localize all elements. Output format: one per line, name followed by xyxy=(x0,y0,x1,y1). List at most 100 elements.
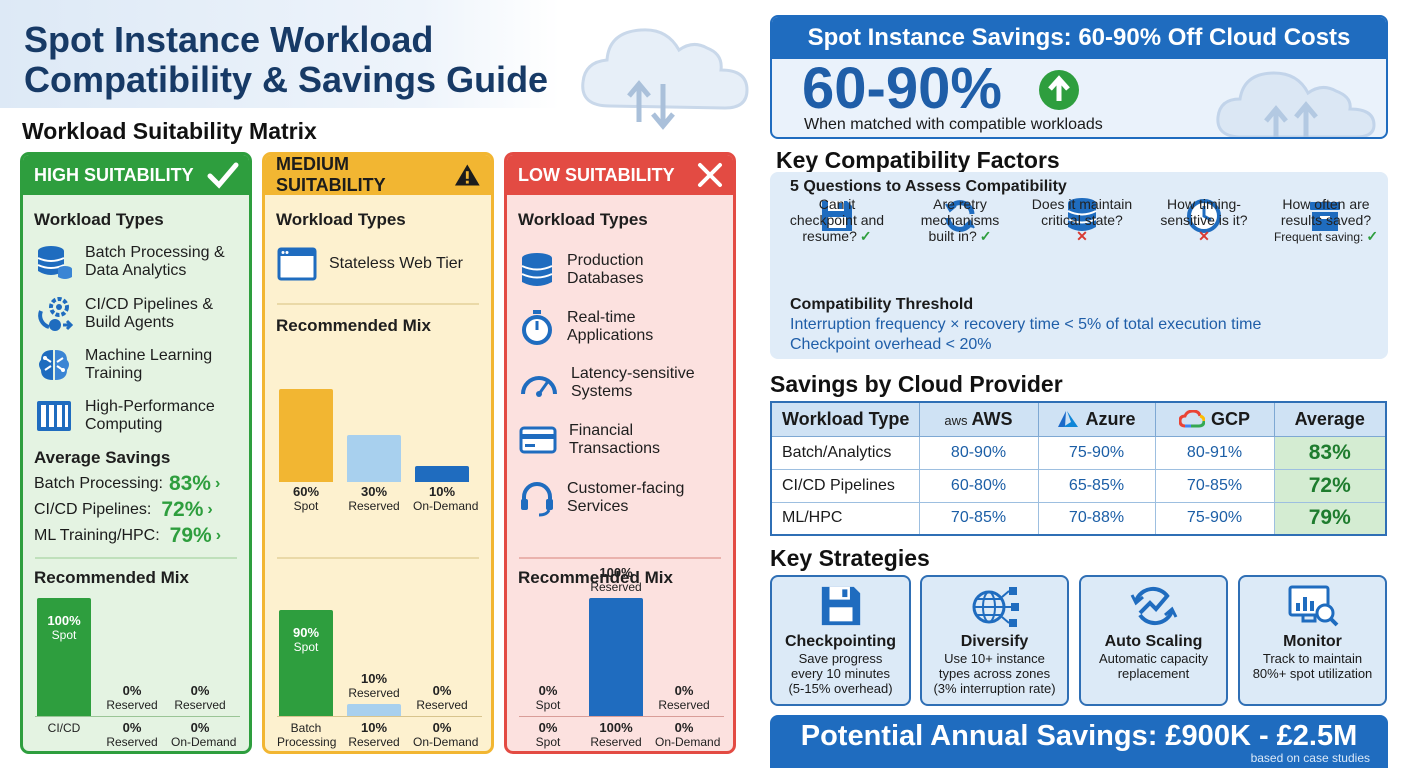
medium-mix-chart-1-labels: 60% Spot 30% Reserved 10% On-Demand xyxy=(277,485,482,515)
cloud-sync-icon xyxy=(581,28,749,130)
gear-pipeline-icon xyxy=(38,297,73,331)
mix-bar-label: 100% Spot xyxy=(47,613,81,643)
high-suitability-column: HIGH SUITABILITY Workload Types Batch Pr… xyxy=(20,152,252,754)
threshold-line1: Interruption frequency × recovery time <… xyxy=(790,316,1262,333)
high-item-line2: Training xyxy=(85,365,143,382)
table-row: Batch/Analytics 80-90% 75-90% 80-91% 83% xyxy=(770,435,1387,470)
matrix-heading: Workload Suitability Matrix xyxy=(22,118,317,144)
mix-bar-label: 90% Spot xyxy=(292,625,320,655)
col-aws: aws AWS xyxy=(918,401,1039,437)
strategy-card-monitor: Monitor Track to maintain 80%+ spot util… xyxy=(1238,575,1387,706)
low-workload-types-label: Workload Types xyxy=(518,210,648,229)
mix-axis-label: Batch Processing xyxy=(277,721,337,749)
question-item: Are retry mechanisms built in? ✓ xyxy=(920,196,1000,244)
table-row: CI/CD Pipelines 60-80% 65-85% 70-85% 72% xyxy=(770,468,1387,503)
low-mix-chart: 0% Spot 100% Reserved 0% Reserved xyxy=(519,566,724,717)
warning-icon xyxy=(455,164,481,186)
medium-workload-item: Stateless Web Tier xyxy=(277,247,463,281)
refresh-icon xyxy=(945,200,975,232)
mix-bar-label: 60% Spot xyxy=(292,484,320,514)
check-mark-icon: ✓ xyxy=(859,228,872,244)
high-mix-bottom-labels: CI/CD 0% Reserved 0% On-Demand xyxy=(35,721,240,751)
mix-bar xyxy=(37,598,91,716)
mix-axis-label: 100% Reserved xyxy=(590,720,642,750)
mix-bar xyxy=(415,466,469,482)
gauge-icon xyxy=(521,376,557,397)
savings-value: 79% xyxy=(169,524,212,547)
high-mix-label: Recommended Mix xyxy=(34,568,189,587)
question-item: Can it checkpoint and resume? ✓ xyxy=(789,196,885,244)
strategy-card-auto-scaling: Auto Scaling Automatic capacity replacem… xyxy=(1079,575,1228,706)
high-workload-types-label: Workload Types xyxy=(34,210,164,229)
divider xyxy=(277,303,479,305)
browser-window-icon xyxy=(277,247,317,281)
floppy-disk-icon xyxy=(822,201,852,231)
medium-suitability-header: MEDIUM SUITABILITY xyxy=(265,155,491,195)
cloud-icon xyxy=(1216,71,1376,137)
high-item-line2: Build Agents xyxy=(85,314,174,331)
col-average: Average xyxy=(1273,401,1387,437)
aws-logo-icon: aws xyxy=(944,412,968,428)
threshold-line2: Checkpoint overhead < 20% xyxy=(790,336,992,353)
mix-bar xyxy=(347,435,401,482)
cross-mark-icon: ✕ xyxy=(1198,228,1210,244)
hero-percentage: 60-90% xyxy=(802,56,1002,121)
check-mark-icon: ✓ xyxy=(1366,228,1379,244)
mix-axis-label: 0% Reserved xyxy=(106,720,158,750)
mix-axis-label: 0% On-Demand xyxy=(413,720,479,750)
cross-mark-icon: ✕ xyxy=(1076,228,1088,244)
mix-bar-label: 30% Reserved xyxy=(348,484,400,514)
divider xyxy=(519,557,721,559)
mix-bar-label: 0% Spot xyxy=(535,683,561,713)
archive-box-icon xyxy=(1310,202,1340,231)
high-item-line2: Computing xyxy=(85,416,163,433)
question-item: How timing-sensitive is it? ✕ xyxy=(1145,196,1263,244)
page-title-line2: Compatibility & Savings Guide xyxy=(24,59,549,100)
table-row: ML/HPC 70-85% 70-88% 75-90% 79% xyxy=(770,501,1387,536)
question-item: How often are results saved? Frequent savi… xyxy=(1273,196,1379,244)
high-item-line1: High-Performance xyxy=(85,398,215,415)
monitor-chart-icon xyxy=(1288,585,1338,627)
chevron-right-icon: › xyxy=(207,501,213,518)
table-header-row: Workload Type aws AWS Azure GCP Average xyxy=(770,401,1387,437)
savings-row: CI/CD Pipelines: 72% › xyxy=(34,498,213,521)
mix-bar-label: 0% Reserved xyxy=(174,683,226,713)
mix-bar-label: 0% Reserved xyxy=(658,683,710,713)
providers-heading: Savings by Cloud Provider xyxy=(770,371,1063,397)
mix-axis-label: CI/CD xyxy=(47,721,81,735)
medium-suitability-title: MEDIUM SUITABILITY xyxy=(276,154,386,195)
savings-table: Workload Type aws AWS Azure GCP Average B… xyxy=(770,401,1387,536)
col-azure: Azure xyxy=(1037,401,1156,437)
mix-bar xyxy=(279,389,333,482)
high-item-line1: Batch Processing & xyxy=(85,244,225,261)
low-suitability-header: LOW SUITABILITY xyxy=(507,155,733,195)
stopwatch-icon xyxy=(522,310,552,345)
chevron-right-icon: › xyxy=(215,527,222,544)
mix-axis-label: 0% On-Demand xyxy=(655,720,721,750)
hero-panel: Spot Instance Savings: 60-90% Off Cloud … xyxy=(770,15,1388,139)
savings-value: 83% xyxy=(168,472,211,495)
azure-logo-icon xyxy=(1058,410,1079,427)
col-workload-type: Workload Type xyxy=(770,401,920,437)
arrow-up-circle-icon xyxy=(1039,70,1079,110)
high-item-line2: Data Analytics xyxy=(85,262,187,279)
mix-bar-label: 10% Reserved xyxy=(348,671,400,701)
footer-savings-banner: Potential Annual Savings: £900K - £2.5M … xyxy=(770,715,1388,768)
mix-axis-label: 0% On-Demand xyxy=(171,720,237,750)
low-mix-bottom-labels: 0% Spot 100% Reserved 0% On-Demand xyxy=(519,721,724,751)
questions-label: 5 Questions to Assess Compatibility xyxy=(790,178,1067,195)
high-mix-chart: 100% Spot 0% Reserved 0% Reserved xyxy=(35,595,240,717)
savings-value: 72% xyxy=(161,498,204,521)
low-suitability-title: LOW SUITABILITY xyxy=(518,164,675,185)
brain-icon xyxy=(39,350,69,380)
high-suitability-header: HIGH SUITABILITY xyxy=(23,155,249,195)
mix-bar xyxy=(589,598,643,716)
footer-savings-text: Potential Annual Savings: £900K - £2.5M xyxy=(800,720,1358,752)
medium-mix-chart-1 xyxy=(277,347,482,482)
strategy-card-diversify: Diversify Use 10+ instance types across … xyxy=(920,575,1069,706)
low-suitability-column: LOW SUITABILITY Workload Types Productio… xyxy=(504,152,736,754)
checkmark-icon xyxy=(207,162,239,189)
average-savings-list: Batch Processing: 83% › CI/CD Pipelines: 72… xyxy=(34,471,244,549)
high-workload-item: Batch Processing & Data Analytics xyxy=(35,243,225,281)
low-workload-item: Customer-facing Services xyxy=(519,479,684,517)
